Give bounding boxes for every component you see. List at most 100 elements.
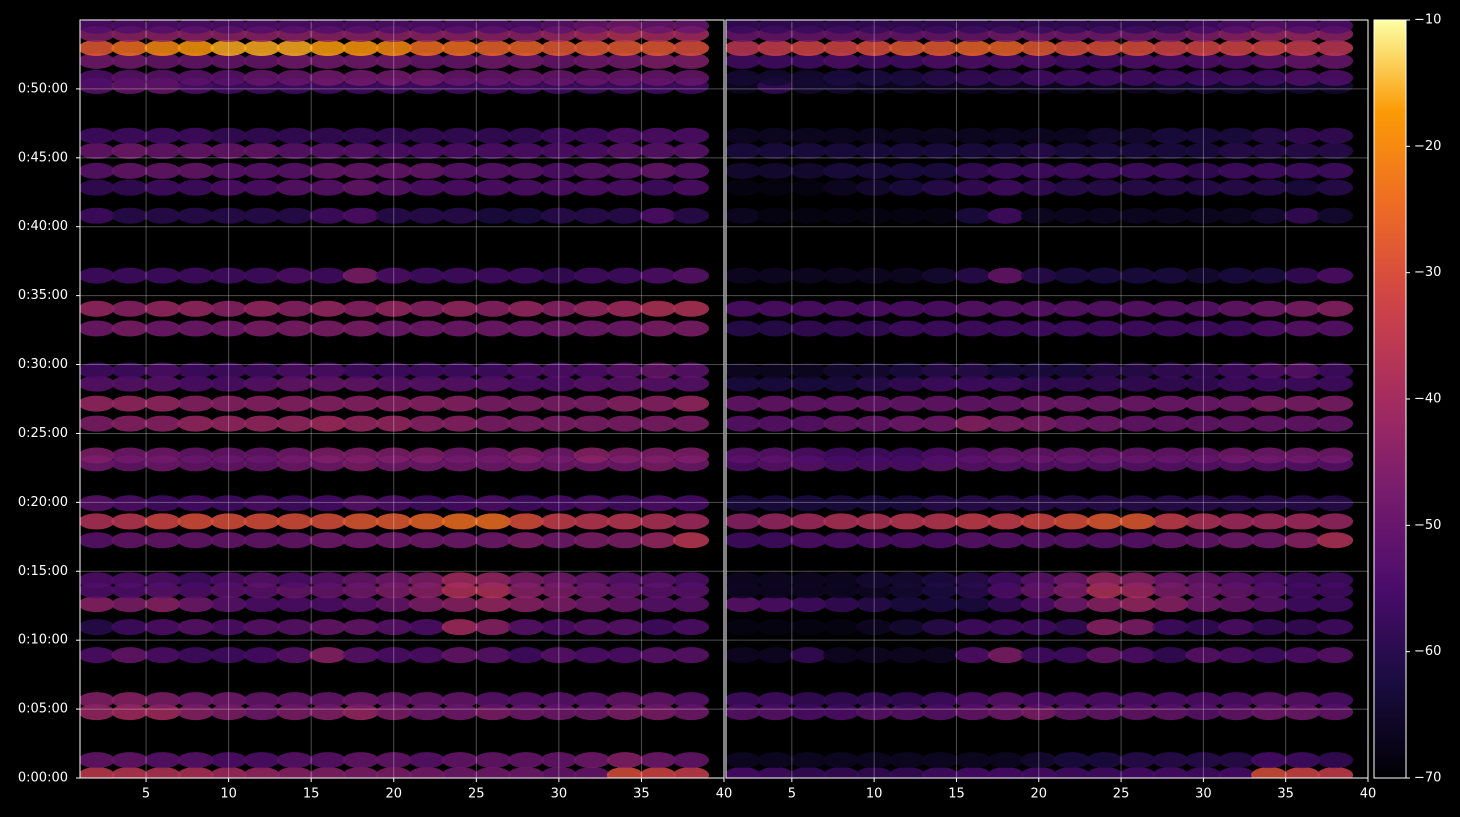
- heat-cell: [954, 300, 992, 317]
- heat-cell: [823, 704, 860, 721]
- heat-cell: [540, 752, 578, 769]
- heat-cell: [921, 362, 959, 379]
- heat-cell: [573, 40, 611, 57]
- heat-cell: [606, 69, 644, 86]
- heat-cell: [888, 69, 926, 86]
- heat-cell: [144, 692, 181, 709]
- heat-cell: [1086, 40, 1123, 57]
- heat-cell: [1152, 704, 1189, 721]
- heat-cell: [507, 647, 545, 664]
- heat-cell: [111, 647, 148, 664]
- heat-cell: [1020, 127, 1057, 144]
- heat-cell: [757, 532, 794, 549]
- heat-cell: [1316, 513, 1354, 530]
- heat-cell: [672, 375, 710, 392]
- heat-cell: [987, 395, 1024, 412]
- heat-cell: [507, 767, 545, 778]
- heat-cell: [111, 142, 148, 159]
- heat-cell: [1053, 415, 1090, 432]
- heat-cell: [954, 162, 992, 179]
- heat-cell: [375, 320, 412, 337]
- heat-cell: [1119, 300, 1156, 317]
- heat-cell: [441, 162, 478, 179]
- heat-cell: [823, 69, 860, 86]
- heat-cell: [276, 179, 313, 196]
- heat-cell: [888, 767, 926, 778]
- heat-cell: [276, 375, 313, 392]
- heat-cell: [177, 20, 214, 34]
- heat-cell: [726, 179, 761, 196]
- heat-cell: [954, 320, 992, 337]
- heat-cell: [672, 572, 710, 589]
- heat-cell: [408, 162, 445, 179]
- heat-cell: [309, 532, 346, 549]
- heat-cell: [1152, 127, 1189, 144]
- heat-cell: [1218, 395, 1255, 412]
- heat-cell: [672, 320, 710, 337]
- heat-cell: [1218, 619, 1255, 636]
- heat-cell: [210, 375, 247, 392]
- heat-cell: [111, 362, 148, 379]
- x-tick-label: 10: [866, 787, 883, 802]
- heat-cell: [441, 767, 478, 778]
- heatmap-panel: [80, 20, 724, 778]
- heat-cell: [1086, 142, 1123, 159]
- heat-cell: [757, 362, 794, 379]
- heat-cell: [1218, 415, 1255, 432]
- heat-cell: [823, 532, 860, 549]
- heat-cell: [1218, 300, 1255, 317]
- heat-cell: [111, 395, 148, 412]
- heat-cell: [1185, 320, 1222, 337]
- heat-cell: [375, 596, 412, 613]
- heat-cell: [441, 447, 478, 464]
- heat-cell: [80, 704, 115, 721]
- heat-cell: [1020, 20, 1057, 34]
- heat-cell: [342, 69, 379, 86]
- heat-cell: [177, 207, 214, 224]
- heat-cell: [144, 572, 181, 589]
- heat-cell: [1218, 320, 1255, 337]
- heat-cell: [790, 69, 827, 86]
- heat-cell: [1119, 69, 1156, 86]
- heat-cell: [144, 320, 181, 337]
- heat-cell: [80, 267, 115, 284]
- heat-cell: [1020, 752, 1057, 769]
- heat-cell: [309, 362, 346, 379]
- heat-cell: [790, 300, 827, 317]
- heat-cell: [1053, 207, 1090, 224]
- heat-cell: [1020, 495, 1057, 512]
- heat-cell: [177, 596, 214, 613]
- heat-cell: [375, 362, 412, 379]
- heat-cell: [1251, 127, 1288, 144]
- heat-cell: [790, 162, 827, 179]
- heat-cell: [309, 415, 346, 432]
- heat-cell: [726, 40, 761, 57]
- heat-cell: [856, 619, 893, 636]
- heat-cell: [987, 52, 1024, 69]
- heat-cell: [921, 395, 959, 412]
- heat-cell: [1185, 447, 1222, 464]
- heat-cell: [507, 40, 545, 57]
- heat-cell: [573, 142, 611, 159]
- heat-cell: [474, 767, 511, 778]
- heat-cell: [474, 20, 511, 34]
- heat-cell: [987, 447, 1024, 464]
- heat-cell: [1218, 162, 1255, 179]
- heat-cell: [111, 692, 148, 709]
- heat-cell: [1251, 52, 1288, 69]
- heat-cell: [1020, 375, 1057, 392]
- heat-cell: [474, 300, 511, 317]
- heat-cell: [507, 752, 545, 769]
- heat-cell: [1185, 395, 1222, 412]
- heat-cell: [639, 207, 677, 224]
- heat-cell: [921, 69, 959, 86]
- heat-cell: [144, 415, 181, 432]
- heat-cell: [1218, 207, 1255, 224]
- heat-cell: [573, 127, 611, 144]
- heat-cell: [1185, 532, 1222, 549]
- heat-cell: [210, 704, 247, 721]
- heat-cell: [726, 69, 761, 86]
- heat-cell: [375, 375, 412, 392]
- heat-cell: [790, 179, 827, 196]
- heat-cell: [1119, 267, 1156, 284]
